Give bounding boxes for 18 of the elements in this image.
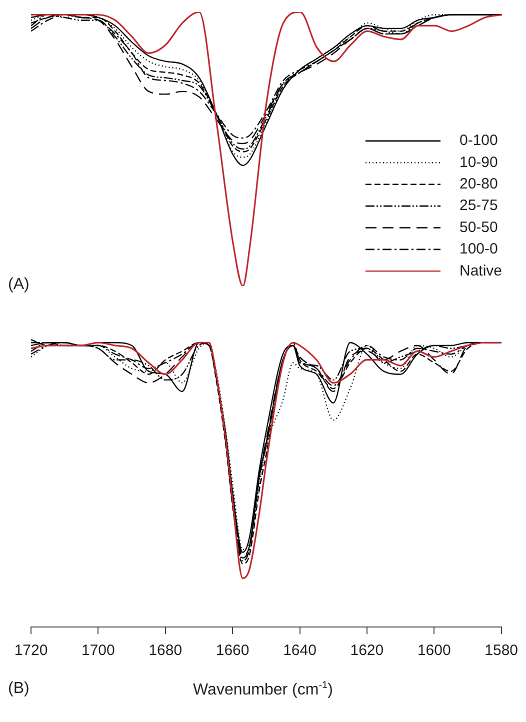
x-tick-label: 1640 [283, 642, 316, 660]
x-tick-label: 1680 [148, 642, 182, 660]
x-tick-label: 1700 [82, 642, 115, 660]
text: (B) [8, 680, 30, 698]
legend-label: 20-80 [459, 175, 498, 192]
x-tick-label: 1580 [484, 642, 518, 660]
x-axis-title: Wavenumber (cm$^{-1}$) [193, 680, 333, 698]
legend-label: 50-50 [459, 218, 498, 236]
legend-label: 10-90 [459, 154, 498, 171]
text: (A) [8, 276, 30, 294]
x-tick-label: 1660 [216, 642, 250, 660]
x-tick-label: 1600 [417, 642, 451, 660]
legend-label: 25-75 [459, 197, 498, 214]
legend-label: 100-0 [459, 240, 498, 258]
x-tick-label: 1620 [350, 642, 384, 660]
legend-label: Native [459, 262, 502, 280]
x-tick-label: 1720 [14, 642, 48, 660]
legend-label: 0-100 [459, 132, 498, 150]
